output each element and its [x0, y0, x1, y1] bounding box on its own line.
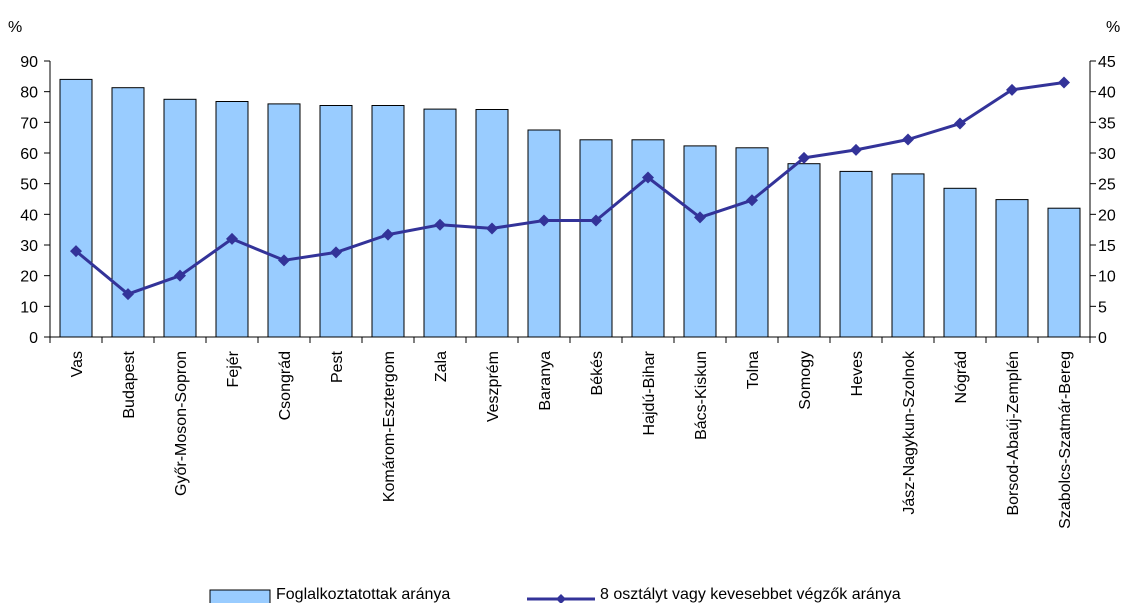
left-tick-label: 0: [29, 330, 38, 347]
right-tick-label: 25: [1098, 177, 1116, 194]
category-label: Zala: [433, 351, 450, 382]
bar: [995, 199, 1029, 338]
line-marker: [694, 211, 706, 224]
right-tick-label: 20: [1098, 207, 1116, 224]
line-marker: [850, 143, 862, 156]
left-tick-label: 30: [20, 238, 38, 255]
x-ticks: [49, 337, 1091, 343]
left-axis-unit: %: [8, 19, 22, 36]
legend: Foglalkoztatottak aránya 8 osztályt vagy…: [209, 586, 901, 608]
line-marker: [226, 232, 238, 245]
left-tick-label: 50: [20, 177, 38, 194]
bar: [1047, 207, 1081, 338]
right-tick-label: 10: [1098, 269, 1116, 286]
line-marker: [122, 288, 134, 301]
category-label: Veszprém: [485, 351, 502, 422]
bar: [163, 98, 197, 338]
category-label: Fejér: [225, 350, 242, 387]
bar: [631, 139, 665, 338]
left-tick-label: 60: [20, 146, 38, 163]
category-label: Borsod-Abaúj-Zemplén: [1005, 351, 1022, 516]
bar: [943, 187, 977, 338]
right-tick-label: 40: [1098, 85, 1116, 102]
category-label: Győr-Moson-Sopron: [173, 351, 190, 496]
left-tick-label: 40: [20, 207, 38, 224]
line-marker: [174, 269, 186, 282]
line-marker: [486, 222, 498, 235]
bar: [267, 103, 301, 338]
right-tick-label: 5: [1098, 299, 1107, 316]
category-label: Vas: [69, 351, 86, 377]
line-marker: [642, 171, 654, 184]
category-label: Pest: [329, 350, 346, 383]
bar-series: [59, 78, 1081, 338]
category-label: Jász-Nagykun-Szolnok: [901, 350, 918, 515]
category-label: Baranya: [537, 351, 554, 411]
bar: [891, 173, 925, 338]
category-label: Somogy: [797, 351, 814, 410]
bar: [787, 163, 821, 338]
line-marker: [1058, 76, 1070, 89]
line-marker: [954, 117, 966, 130]
category-label: Budapest: [121, 350, 138, 418]
category-label: Békés: [589, 351, 606, 395]
line-path: [75, 81, 1065, 296]
right-axis-unit: %: [1106, 19, 1120, 36]
line-marker: [382, 228, 394, 241]
legend-swatch-marker: [556, 594, 566, 604]
line-marker: [538, 214, 550, 227]
line-marker: [70, 245, 82, 258]
category-label: Nógrád: [953, 351, 970, 403]
line-marker: [902, 133, 914, 146]
category-label: Bács-Kiskun: [693, 351, 710, 440]
line-marker: [434, 218, 446, 231]
left-tick-label: 80: [20, 85, 38, 102]
line-series: [70, 76, 1070, 301]
category-label: Komárom-Esztergom: [381, 351, 398, 502]
bar: [59, 78, 93, 338]
bar: [735, 147, 769, 338]
right-tick-label: 15: [1098, 238, 1116, 255]
bar: [371, 105, 405, 338]
bar: [839, 170, 873, 338]
line-marker: [746, 194, 758, 207]
line-marker: [278, 254, 290, 267]
right-tick-label: 30: [1098, 146, 1116, 163]
bar: [319, 105, 353, 338]
line-marker: [590, 214, 602, 227]
category-label: Szabolcs-Szatmár-Bereg: [1057, 351, 1074, 529]
line-marker: [330, 246, 342, 259]
bar: [215, 101, 249, 338]
left-tick-label: 20: [20, 269, 38, 286]
left-tick-label: 70: [20, 115, 38, 132]
category-label: Heves: [849, 351, 866, 396]
legend-swatch-bar: [209, 589, 271, 608]
category-labels: Vas Budapest Győr-Moson-Sopron Fejér Csongrá…: [69, 350, 1074, 529]
right-tick-label: 45: [1098, 54, 1116, 71]
right-ticks: 0 5 10 15 20 25 30 35 40 45: [1090, 54, 1116, 347]
category-label: Tolna: [745, 351, 762, 389]
legend-label-line: 8 osztályt vagy kevesebbet végzők aránya: [600, 586, 901, 603]
legend-label-bar: Foglalkoztatottak aránya: [276, 586, 450, 603]
line-marker: [798, 151, 810, 164]
bar: [579, 139, 613, 338]
left-ticks: 0 10 20 30 40 50 60 70 80 90: [20, 54, 50, 347]
left-tick-label: 90: [20, 54, 38, 71]
bar: [683, 145, 717, 338]
category-label: Csongrád: [277, 351, 294, 420]
right-tick-label: 35: [1098, 115, 1116, 132]
line-marker: [1006, 83, 1018, 96]
bar: [527, 129, 561, 338]
category-label: Hajdú-Bihar: [641, 350, 658, 435]
left-tick-label: 10: [20, 299, 38, 316]
right-tick-label: 0: [1098, 330, 1107, 347]
